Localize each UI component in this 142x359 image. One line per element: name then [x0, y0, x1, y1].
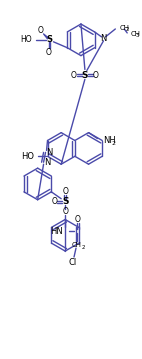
Text: HN: HN — [50, 227, 63, 236]
Text: CH: CH — [119, 25, 129, 31]
Text: 3: 3 — [136, 33, 140, 38]
Text: N: N — [100, 34, 107, 43]
Text: S: S — [62, 197, 68, 206]
Text: CH: CH — [72, 242, 82, 248]
Text: O: O — [38, 27, 44, 36]
Text: N: N — [46, 148, 53, 157]
Text: NH: NH — [103, 136, 116, 145]
Text: O: O — [46, 48, 51, 57]
Text: 2: 2 — [125, 27, 129, 32]
Text: HO: HO — [20, 35, 32, 44]
Text: CH: CH — [130, 31, 140, 37]
Text: O: O — [75, 215, 81, 224]
Text: O: O — [62, 207, 68, 216]
Text: O: O — [71, 71, 77, 80]
Text: S: S — [82, 71, 88, 80]
Text: O: O — [51, 197, 57, 206]
Text: S: S — [46, 35, 53, 44]
Text: N: N — [44, 158, 51, 167]
Text: 2: 2 — [82, 244, 85, 250]
Text: O: O — [62, 187, 68, 196]
Text: HO: HO — [21, 152, 34, 161]
Text: Cl: Cl — [69, 258, 77, 267]
Text: O: O — [93, 71, 99, 80]
Text: 2: 2 — [111, 141, 115, 146]
